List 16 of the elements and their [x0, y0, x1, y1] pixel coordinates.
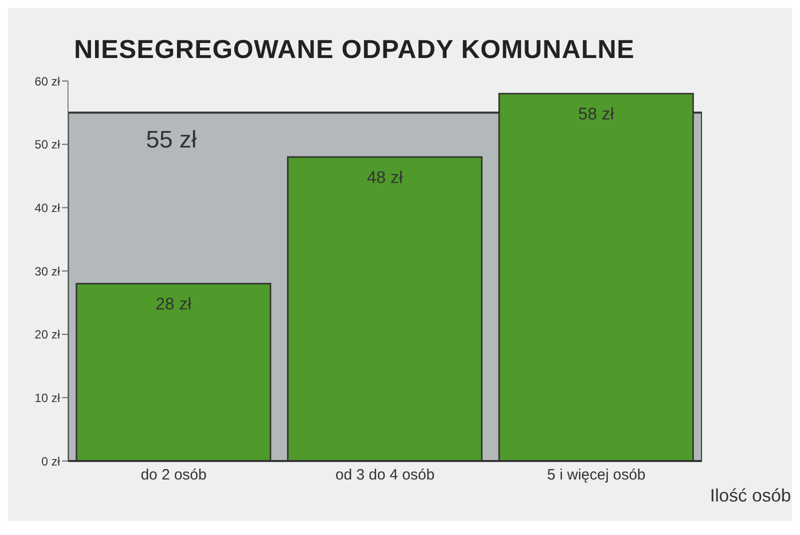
x-tick-label: 5 i więcej osób [547, 466, 646, 484]
x-tick-label: do 2 osób [140, 466, 207, 484]
data-label: 48 zł [366, 168, 403, 188]
y-tick-label: 40 zł [34, 200, 60, 215]
data-label: 28 zł [155, 294, 192, 314]
y-tick-label: 10 zł [34, 390, 60, 405]
x-axis-title: Ilość osób [710, 485, 792, 506]
y-tick-label: 30 zł [34, 264, 60, 278]
data-label: 58 zł [578, 104, 614, 124]
band-label: 55 zł [146, 126, 198, 154]
y-tick-label: 50 zł [34, 138, 60, 152]
chart-title: NIESEGREGOWANE ODPADY KOMUNALNE [73, 33, 636, 66]
y-tick-label: 60 zł [34, 74, 60, 88]
y-tick-label: 0 zł [41, 454, 60, 468]
y-tick-label: 20 zł [34, 328, 60, 342]
x-tick-label: od 3 do 4 osób [335, 466, 435, 484]
